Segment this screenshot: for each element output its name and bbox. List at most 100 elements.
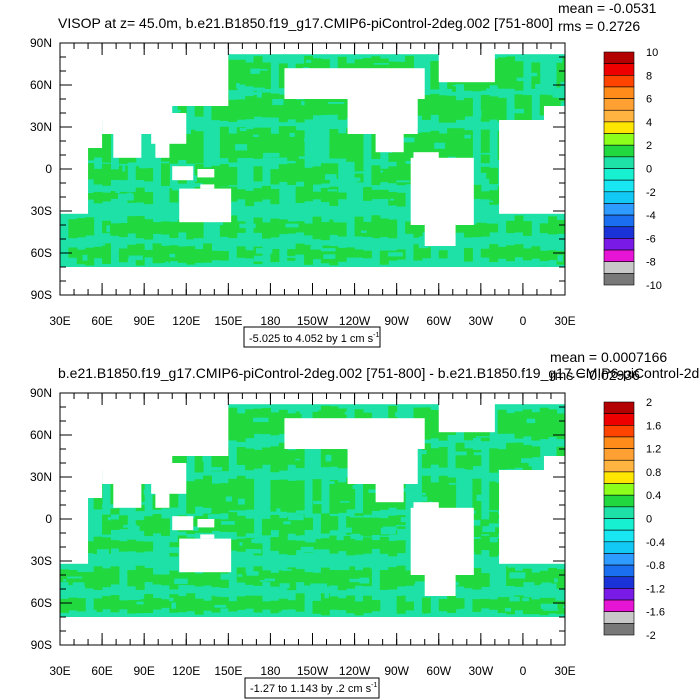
panel-2-green-cell [413,569,423,584]
panel-1-aqua-speck [401,137,415,143]
panel-2-aqua-speck [168,547,180,553]
panel-1-green-cell [228,99,238,122]
panel-2-green-cell [480,535,490,551]
panel-2-green-cell [135,565,145,590]
panel-2-aqua-speck [239,542,243,546]
panel-1-green-cell [548,216,558,235]
panel-1-land [60,43,565,295]
panel-2-colorbar: 2 1.6 1.2 0.8 0.4 0 -0.4 -0.8 -1.2 -1.6 -2 [603,397,665,642]
panel-1-colorbar-swatch [603,261,635,274]
panel-1-land-block [438,52,495,83]
panel-2-aqua-speck [448,482,456,485]
panel-1-aqua-speck [106,225,110,233]
panel-1-green-cell [514,215,524,233]
panel-1: VISOP at z= 45.0m, b.e21.B1850.f19_g17.C… [30,0,662,348]
panel-1-green-cell [455,100,465,120]
panel-2-aqua-speck [325,454,332,462]
panel-1-ytick-label: 0 [45,162,52,176]
panel-1-aqua-speck [350,171,367,174]
panel-1-aqua-speck [320,248,336,252]
panel-2-green-cell [489,448,499,473]
panel-2-green-cell [455,569,465,587]
panel-2-xtick-label: 150W [297,664,329,678]
panel-2-green-cell [135,541,145,553]
panel-1-green-cell [118,223,128,238]
panel-2-green-cell [388,567,398,590]
panel-1-green-cell [93,168,103,185]
panel-1-colorbar-swatch [603,179,635,193]
panel-1-green-cell [219,92,229,121]
panel-1-green-cell [270,169,280,185]
panel-2-aqua-speck [408,550,412,555]
panel-2-colorbar-label: -2 [646,630,656,642]
panel-2-green-cell [127,537,137,552]
panel-2-aqua-speck [246,571,259,576]
panel-1-xtick-label: 150W [297,314,329,328]
panel-2-aqua-speck [129,525,140,533]
panel-2-green-cell [363,517,372,537]
panel-2-aqua-speck [417,450,427,455]
panel-2-aqua-speck [507,564,524,568]
panel-1-green-cell [135,166,145,180]
panel-2-green-cell [430,482,440,508]
panel-1-green-cell [118,248,128,263]
panel-2-map [60,393,565,645]
panel-1-green-cell [194,97,204,117]
panel-1-green-cell [102,163,111,186]
svg-text:-5.025 to 4.052 by 1 cm s-1: -5.025 to 4.052 by 1 cm s-1 [249,332,379,345]
panel-1-green-cell [329,128,339,159]
panel-2-aqua-speck [264,578,276,582]
panel-2-aqua-speck [259,580,267,582]
panel-1-green-cell [194,220,204,239]
panel-2-green-cell [312,572,322,588]
panel-2-aqua-speck [63,579,67,582]
panel-1-aqua-speck [127,192,133,195]
panel-2-colorbar-label: 1.6 [646,420,661,432]
panel-1-green-cell [421,132,431,158]
panel-1-green-cell [144,219,154,240]
panel-1-aqua-speck [250,68,260,74]
panel-2-aqua-speck [526,418,536,424]
panel-2-aqua-speck [299,407,307,415]
panel-1-green-cell [278,126,288,158]
panel-1-green-cell [371,215,381,239]
panel-1-aqua-speck [314,138,318,144]
panel-1-colorbar-swatch [603,121,635,134]
panel-1-ytick-label: 60S [31,246,52,260]
panel-1-green-cell [430,60,440,90]
panel-1-green-cell [304,244,313,265]
panel-2-green-cell [278,598,288,612]
panel-2-aqua-speck [339,501,350,503]
panel-1-green-cell [262,92,271,118]
panel-1-green-cell [219,126,229,159]
panel-2-green-cell [539,407,549,440]
panel-2-green-cell [236,447,246,465]
panel-1-green-cell [312,249,322,260]
panel-1-green-cell [497,57,507,89]
panel-1-aqua-speck [122,164,126,172]
panel-1-green-cell [379,218,389,238]
panel-2-green-cell [228,407,238,441]
panel-2-green-cell [346,477,356,510]
panel-2-aqua-speck [123,535,140,540]
panel-1-aqua-speck [434,142,446,149]
panel-1-range-label: -5.025 to 4.052 by 1 cm s [249,333,374,345]
panel-1-green-cell [228,215,238,239]
panel-1-green-cell [497,97,507,122]
panel-1-green-cell [161,245,170,263]
panel-1-green-cell [514,244,524,258]
panel-1-green-cell [203,243,212,263]
panel-1-xtick-label: 150E [214,314,242,328]
panel-2-xtick-label: 90E [133,664,154,678]
panel-1-aqua-speck [555,248,565,251]
panel-2-aqua-speck [81,511,98,515]
panel-2-colorbar-swatch [603,436,635,449]
panel-2-green-cell [363,537,372,554]
panel-2-aqua-speck [237,574,243,577]
panel-2-green-cell [506,413,515,434]
panel-2-green-cell [371,600,381,612]
panel-1-green-cell [396,163,406,186]
panel-2-aqua-speck [523,591,540,597]
panel-2-aqua-speck [408,611,423,616]
panel-2-green-cell [329,535,339,554]
